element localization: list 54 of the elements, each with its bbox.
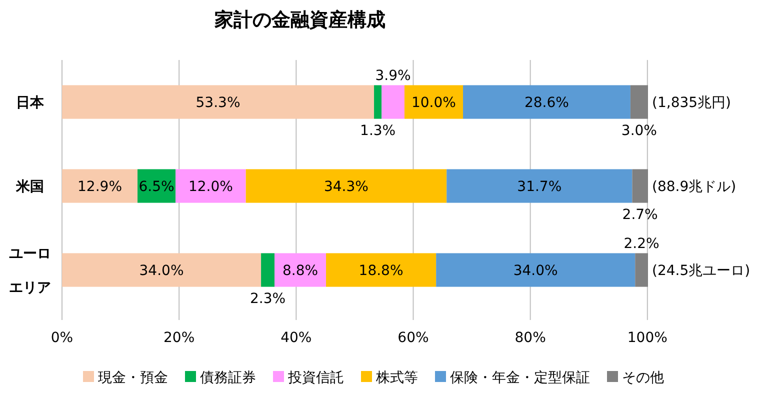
bar bbox=[635, 253, 648, 287]
x-tick-label: 40% bbox=[280, 330, 312, 346]
data-label: 34.3% bbox=[324, 179, 368, 195]
bar bbox=[326, 253, 436, 287]
data-label: 12.9% bbox=[78, 179, 122, 195]
legend-label: 投資信託 bbox=[287, 370, 344, 386]
bar bbox=[62, 85, 374, 119]
bar bbox=[261, 253, 275, 287]
bar bbox=[62, 169, 138, 203]
bar bbox=[632, 169, 648, 203]
bar bbox=[62, 253, 262, 287]
data-label: 6.5% bbox=[138, 179, 174, 195]
bar bbox=[404, 85, 464, 119]
text: (24.5兆ユーロ) bbox=[652, 263, 750, 279]
legend-label: その他 bbox=[622, 370, 664, 386]
bar bbox=[274, 253, 326, 287]
legend-label: 株式等 bbox=[375, 370, 418, 386]
data-label: 1.3% bbox=[360, 122, 396, 139]
bar bbox=[382, 85, 404, 119]
bar bbox=[446, 169, 632, 203]
bar bbox=[630, 85, 648, 119]
data-label: 2.3% bbox=[250, 290, 286, 307]
data-label: 3.9% bbox=[375, 68, 411, 84]
x-tick-label: 20% bbox=[164, 330, 195, 346]
data-label: 28.6% bbox=[524, 95, 569, 111]
bar bbox=[246, 169, 447, 203]
x-tick-label: 100% bbox=[627, 330, 668, 346]
data-label: 10.0% bbox=[411, 95, 456, 111]
text: (88.9兆ドル) bbox=[652, 179, 736, 195]
x-tick-label: 80% bbox=[514, 330, 546, 346]
x-tick-label: 0% bbox=[50, 330, 74, 346]
data-label: 53.3% bbox=[196, 95, 240, 111]
bar bbox=[436, 253, 636, 287]
bar bbox=[463, 85, 630, 119]
y-tick-label: 米国 bbox=[15, 179, 44, 195]
legend-label: 現金・預金 bbox=[98, 370, 168, 386]
category-label: ユーロエリア bbox=[9, 246, 51, 296]
data-label: 34.0% bbox=[513, 263, 558, 279]
y-tick-label: 日本 bbox=[16, 95, 45, 111]
data-label: 2.7% bbox=[622, 206, 658, 223]
data-label: 3.0% bbox=[621, 122, 658, 139]
data-label: 12.0% bbox=[188, 179, 233, 195]
x-tick-label: 60% bbox=[398, 330, 429, 346]
chart-title: 家計の金融資産構成 bbox=[214, 9, 386, 31]
data-label: 2.2% bbox=[624, 236, 660, 252]
legend-label: 債務証券 bbox=[200, 370, 256, 386]
data-label: 8.8% bbox=[282, 263, 318, 279]
text: (1,835兆円) bbox=[652, 95, 732, 111]
data-label: 31.7% bbox=[517, 179, 562, 195]
data-label: 34.0% bbox=[139, 263, 184, 279]
bar bbox=[374, 85, 382, 119]
data-label: 18.8% bbox=[358, 263, 404, 279]
legend-label: 保険・年金・定型保証 bbox=[450, 370, 590, 386]
bar bbox=[176, 169, 246, 203]
